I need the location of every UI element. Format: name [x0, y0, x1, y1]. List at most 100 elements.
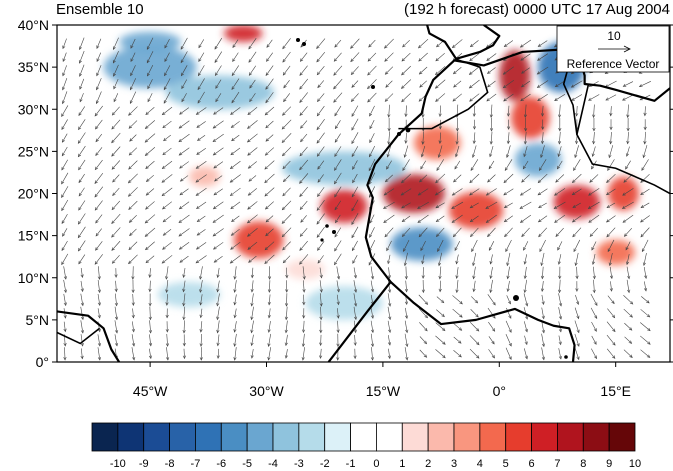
wind-vector — [267, 347, 272, 361]
wind-vector — [643, 131, 647, 145]
wind-vector — [97, 334, 102, 347]
wind-vector — [281, 227, 292, 238]
wind-vector — [265, 228, 274, 237]
wind-vector — [487, 174, 496, 183]
wind-vector — [163, 78, 171, 91]
wind-vector — [609, 266, 614, 280]
wind-vector — [95, 133, 103, 143]
wind-vector — [165, 266, 169, 280]
wind-vector — [199, 321, 203, 333]
colorbar-swatch — [401, 422, 429, 452]
wind-vector — [350, 66, 359, 76]
wind-vector — [435, 202, 445, 209]
wind-vector — [316, 132, 325, 144]
wind-vector — [575, 281, 579, 292]
wind-vector — [624, 322, 633, 331]
wind-vector — [435, 349, 446, 359]
wind-vector — [79, 78, 85, 90]
wind-vector — [418, 294, 429, 305]
wind-vector — [212, 214, 224, 223]
wind-vector — [114, 334, 119, 347]
wind-vector — [472, 266, 476, 280]
wind-vector — [111, 146, 121, 157]
colorbar-swatch — [143, 422, 170, 452]
wind-vector — [335, 214, 341, 224]
wind-vector — [144, 227, 156, 237]
wind-vector — [370, 320, 375, 334]
wind-vector — [387, 267, 391, 279]
wind-vector — [214, 175, 223, 182]
wind-vector — [503, 202, 513, 209]
wind-vector — [575, 266, 579, 280]
wind-vector — [282, 51, 291, 63]
wind-vector — [590, 293, 598, 306]
wind-vector — [61, 213, 68, 225]
wind-vector — [111, 213, 121, 225]
wind-vector — [488, 336, 495, 345]
wind-vector — [353, 280, 358, 293]
wind-vector — [302, 294, 306, 306]
wind-vector — [489, 104, 493, 118]
wind-vector — [505, 239, 512, 253]
wind-vector — [401, 215, 411, 222]
wind-vector — [128, 200, 138, 210]
wind-vector — [230, 107, 241, 115]
wind-vector — [319, 267, 323, 279]
wind-vector — [523, 321, 528, 333]
wind-vector — [316, 66, 325, 76]
wind-vector — [607, 308, 616, 319]
wind-vector — [284, 320, 288, 334]
wind-vector — [214, 51, 223, 64]
wind-vector — [94, 186, 104, 198]
wind-vector — [114, 293, 118, 307]
wind-vector — [626, 279, 631, 294]
wind-vector — [488, 241, 495, 251]
wind-vector — [420, 145, 426, 158]
wind-vector — [471, 296, 479, 304]
wind-vector — [111, 160, 121, 170]
wind-vector — [78, 200, 86, 211]
wind-vector — [178, 214, 190, 223]
wind-vector — [351, 118, 359, 131]
wind-vector — [419, 174, 428, 183]
wind-vector — [162, 201, 172, 210]
wind-vector — [506, 252, 511, 267]
wind-vector — [470, 159, 479, 171]
wind-vector — [609, 119, 613, 131]
wind-vector — [506, 295, 511, 305]
wind-vector — [605, 188, 616, 196]
wind-vector — [419, 80, 427, 88]
wind-vector — [351, 132, 359, 145]
wind-vector — [503, 40, 514, 48]
wind-vector — [421, 279, 425, 294]
wind-vector — [386, 240, 392, 252]
wind-vector — [370, 333, 375, 348]
wind-vector — [299, 92, 308, 103]
wind-vector — [162, 228, 172, 236]
wind-vector — [591, 241, 597, 251]
wind-vector — [640, 335, 651, 345]
wind-vector — [644, 281, 648, 292]
colorbar-swatch — [531, 422, 558, 452]
wind-vector — [127, 173, 138, 184]
wind-vector — [455, 267, 459, 279]
wind-vector — [538, 159, 547, 171]
wind-vector — [553, 201, 566, 209]
wind-vector — [554, 214, 566, 223]
wind-vector — [63, 279, 67, 294]
wind-vector — [195, 242, 207, 250]
colorbar-label: 8 — [580, 458, 586, 470]
wind-vector — [165, 308, 169, 319]
wind-vector — [145, 201, 155, 210]
wind-vector — [588, 214, 600, 223]
wind-vector — [282, 241, 291, 251]
wind-vector — [80, 348, 84, 360]
wind-vector — [130, 52, 136, 63]
wind-vector — [213, 161, 224, 169]
wind-vector — [336, 308, 340, 319]
wind-vector — [178, 201, 190, 210]
wind-vector — [502, 66, 515, 75]
wind-vector — [78, 254, 86, 265]
wind-vector — [264, 187, 275, 197]
wind-vector — [145, 107, 155, 116]
